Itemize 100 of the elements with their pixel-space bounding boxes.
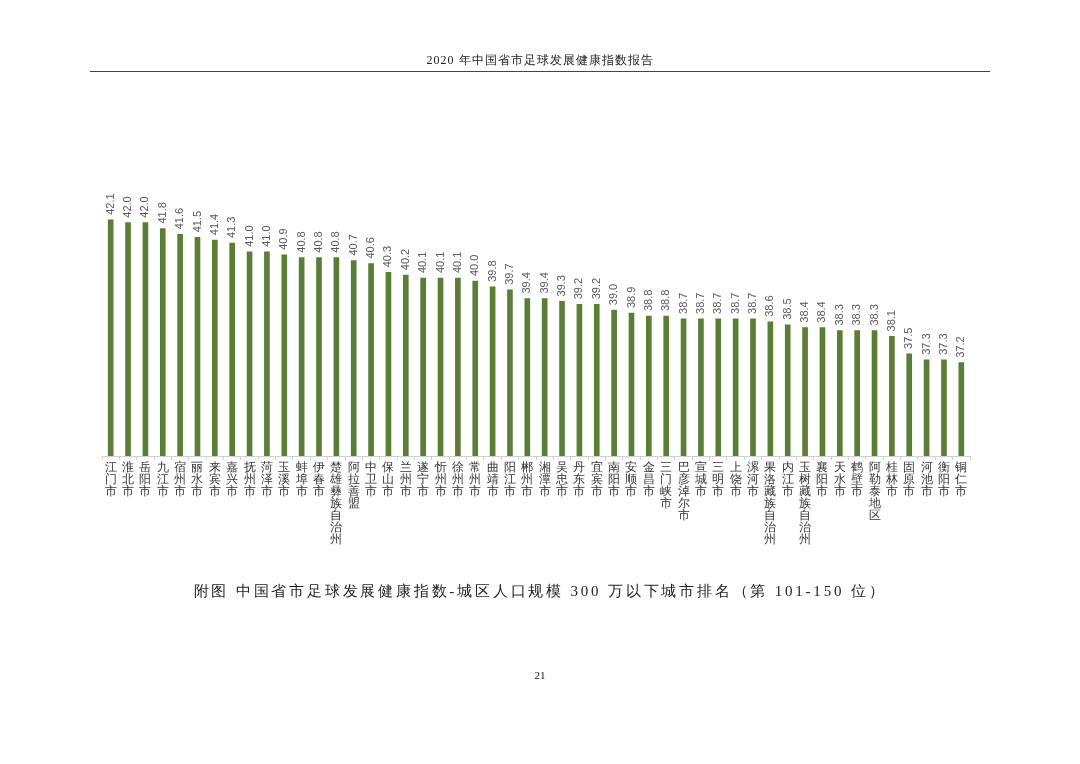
- x-tick-label: 蚌埠市: [295, 461, 308, 497]
- x-tick-label: 淮北市: [122, 461, 135, 497]
- data-label: 37.5: [902, 327, 915, 349]
- annotation: 21: [533, 669, 547, 681]
- x-tick-label: 九江市: [156, 461, 169, 497]
- x-tick-label: 楚雄彝族自治州: [330, 461, 343, 545]
- x-tick-label: 河池市: [920, 461, 933, 497]
- data-label: 38.4: [815, 301, 828, 323]
- x-tick-label: 嘉兴市: [226, 461, 239, 497]
- x-tick-label: 忻州市: [434, 461, 447, 497]
- x-tick-label: 玉树藏族自治州: [799, 461, 812, 545]
- x-tick-label: 常州市: [469, 461, 482, 497]
- x-tick-label: 徐州市: [451, 461, 464, 497]
- data-label: 38.3: [850, 304, 863, 326]
- data-label: 38.7: [711, 292, 724, 314]
- x-tick-label: 岳阳市: [139, 461, 152, 497]
- data-label: 42.0: [138, 196, 151, 218]
- x-tick-label: 桂林市: [885, 461, 898, 497]
- data-label: 38.4: [798, 301, 811, 323]
- data-label: 38.9: [624, 286, 637, 309]
- x-tick-label: 兰州市: [399, 461, 412, 497]
- data-label: 41.5: [190, 210, 203, 233]
- data-label: 40.1: [416, 251, 429, 274]
- x-tick-label: 江门市: [104, 461, 117, 497]
- x-tick-label: 湘潭市: [538, 461, 551, 497]
- x-tick-label: 三门峡市: [660, 461, 673, 509]
- x-tick-label: 来宾市: [208, 461, 221, 497]
- data-label: 39.3: [555, 274, 568, 297]
- data-label: 38.7: [693, 292, 706, 314]
- data-label: 38.3: [832, 304, 845, 326]
- x-tick-label: 铜仁市: [955, 461, 968, 497]
- data-label: 40.0: [468, 254, 481, 276]
- data-label: 41.6: [173, 207, 186, 230]
- x-tick-label: 丹东市: [573, 461, 586, 497]
- x-tick-label: 衡阳市: [937, 461, 950, 497]
- text: 2020 年中国省市足球发展健康指数报告: [425, 52, 655, 69]
- x-tick-label: 宣城市: [694, 461, 707, 497]
- data-label: 40.6: [364, 237, 377, 259]
- x-tick-label: 遂宁市: [417, 461, 430, 497]
- data-label: 39.7: [502, 263, 515, 285]
- x-tick-label: 菏泽市: [260, 461, 273, 497]
- data-label: 42.0: [121, 196, 134, 218]
- x-tick-label: 漯河市: [747, 461, 759, 497]
- x-tick-label: 玉溪市: [278, 461, 291, 497]
- data-label: 38.7: [676, 292, 689, 314]
- data-label: 40.2: [398, 248, 411, 271]
- data-label: 42.1: [103, 193, 116, 215]
- x-tick-label: 宿州市: [174, 461, 187, 497]
- data-label: 40.1: [433, 251, 446, 274]
- data-label: 38.7: [746, 292, 759, 314]
- data-label: 41.0: [259, 225, 272, 247]
- x-tick-label: 伊春市: [313, 461, 325, 497]
- data-label: 38.3: [867, 304, 880, 326]
- x-tick-label: 安顺市: [625, 461, 638, 497]
- data-label: 40.8: [329, 231, 342, 253]
- x-tick-label: 曲靖市: [486, 461, 499, 497]
- x-tick-label: 襄阳市: [816, 461, 829, 497]
- x-tick-label: 金昌市: [642, 461, 655, 497]
- x-tick-label: 阿拉善盟: [347, 461, 360, 509]
- x-tick-label: 抚州市: [243, 461, 256, 497]
- data-label: 39.2: [589, 277, 602, 300]
- data-label: 38.5: [780, 298, 793, 320]
- data-label: 40.1: [450, 251, 463, 274]
- x-tick-label: 天水市: [833, 461, 846, 497]
- data-label: 39.2: [572, 277, 585, 300]
- data-label: 39.4: [520, 272, 533, 294]
- data-label: 41.8: [155, 202, 168, 224]
- text: 附图 中国省市足球发展健康指数-城区人口规模 300 万以下城市排名（第 101-150 位）: [192, 582, 888, 601]
- x-tick-label: 南阳市: [608, 461, 621, 497]
- data-label: 38.1: [884, 309, 897, 332]
- data-label: 41.0: [242, 225, 255, 247]
- x-tick-label: 宜宾市: [590, 461, 603, 497]
- data-label: 38.8: [641, 289, 654, 311]
- x-tick-label: 保山市: [382, 461, 395, 497]
- x-tick-label: 鹤壁市: [851, 461, 864, 497]
- data-label: 40.3: [381, 245, 394, 268]
- x-tick-label: 郴州市: [521, 461, 534, 497]
- x-tick-label: 固原市: [903, 461, 916, 497]
- data-label: 38.6: [763, 295, 776, 317]
- x-tick-label: 吴忠市: [556, 461, 569, 497]
- x-tick-label: 阿勒泰地区: [868, 461, 881, 521]
- x-tick-label: 巴彦淖尔市: [677, 461, 690, 521]
- x-tick-label: 丽水市: [191, 461, 204, 497]
- data-label: 39.4: [537, 272, 550, 294]
- data-label: 40.8: [294, 231, 307, 253]
- x-tick-label: 中卫市: [365, 461, 378, 497]
- data-label: 41.4: [207, 213, 220, 236]
- data-label: 37.2: [954, 336, 967, 358]
- data-label: 38.8: [659, 289, 672, 311]
- data-label: 37.3: [936, 333, 949, 355]
- x-tick-label: 内江市: [781, 461, 794, 497]
- data-label: 39.8: [485, 260, 498, 282]
- data-label: 40.9: [277, 228, 290, 250]
- data-label: 37.3: [919, 333, 932, 355]
- x-tick-label: 果洛藏族自治州: [764, 461, 777, 545]
- data-label: 41.3: [225, 216, 238, 239]
- x-tick-label: 上饶市: [729, 461, 742, 497]
- x-tick-label: 阳江市: [503, 461, 516, 497]
- data-label: 39.0: [607, 283, 620, 306]
- x-tick-label: 三明市: [712, 461, 725, 497]
